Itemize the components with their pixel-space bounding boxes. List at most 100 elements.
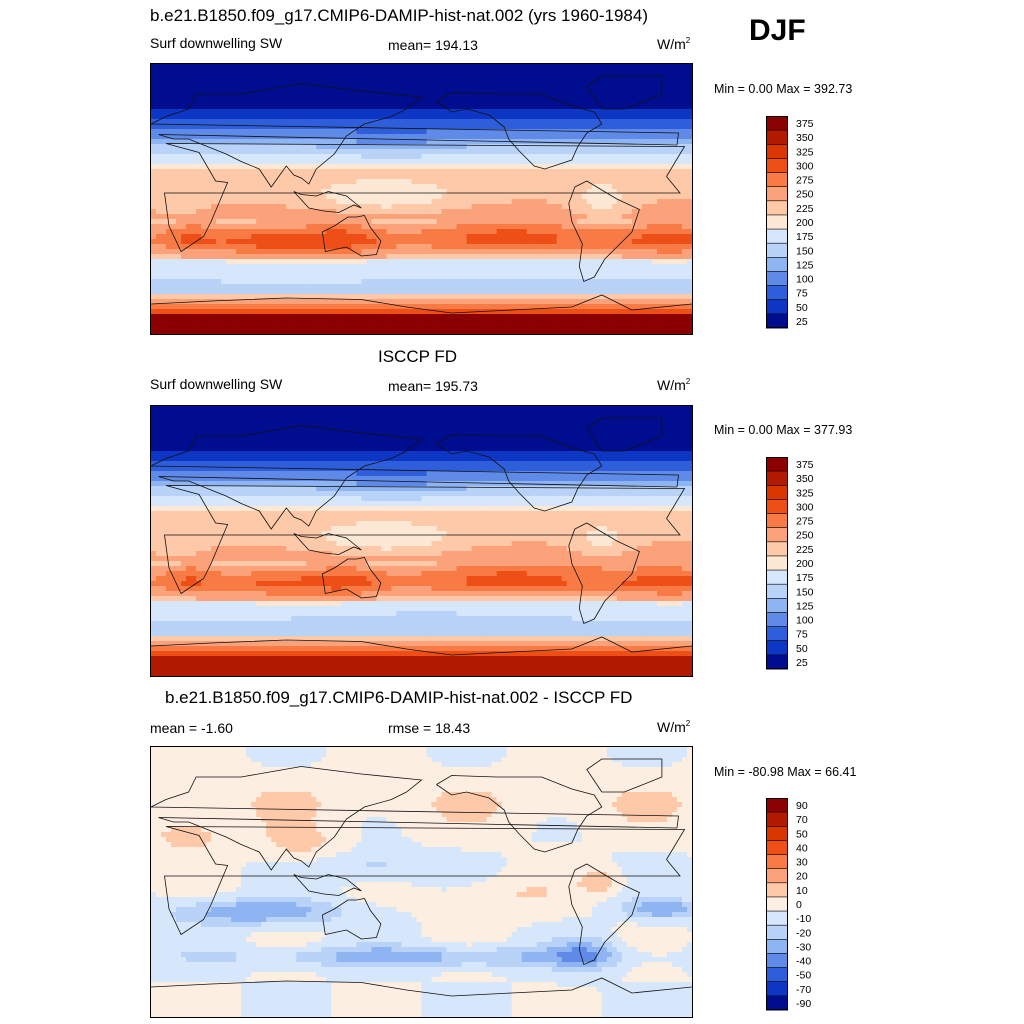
contour-cell [361, 109, 367, 115]
contour-cell [216, 69, 222, 75]
contour-cell [486, 144, 493, 150]
contour-cell [351, 119, 357, 125]
panel1-mean-label: mean= 194.13 [388, 37, 478, 53]
contour-cell [661, 199, 668, 205]
contour-cell [651, 114, 658, 120]
contour-cell [281, 189, 287, 195]
contour-cell [461, 284, 468, 290]
contour-cell [421, 109, 428, 115]
contour-cell [161, 169, 167, 175]
contour-cell [636, 279, 643, 285]
contour-cell [641, 184, 648, 190]
contour-cell [341, 139, 347, 145]
contour-cell [546, 159, 553, 165]
contour-cell [431, 129, 438, 135]
contour-cell [291, 154, 297, 160]
contour-cell [351, 164, 357, 170]
contour-cell [551, 109, 558, 115]
contour-cell [196, 229, 202, 235]
contour-cell [596, 209, 603, 215]
contour-cell [446, 134, 453, 140]
contour-cell [201, 174, 207, 180]
contour-cell [576, 274, 583, 280]
contour-cell [171, 129, 177, 135]
contour-cell [236, 214, 242, 220]
contour-cell [416, 179, 423, 185]
contour-cell [201, 194, 207, 200]
contour-cell [506, 124, 513, 130]
contour-cell [576, 159, 583, 165]
contour-cell [361, 179, 367, 185]
contour-cell [386, 64, 393, 70]
contour-cell [386, 69, 393, 75]
contour-cell [561, 174, 568, 180]
contour-cell [686, 244, 692, 250]
contour-cell [411, 194, 418, 200]
contour-cell [486, 249, 493, 255]
contour-cell [601, 204, 608, 210]
contour-cell [521, 274, 528, 280]
contour-cell [166, 204, 172, 210]
contour-cell [351, 124, 357, 130]
contour-cell [581, 259, 588, 265]
contour-cell [181, 214, 187, 220]
contour-cell [191, 164, 197, 170]
contour-cell [281, 284, 287, 290]
contour-cell [221, 159, 227, 165]
contour-cell [641, 289, 648, 295]
contour-cell [426, 264, 433, 270]
contour-cell [506, 89, 513, 95]
contour-cell [156, 274, 162, 280]
contour-cell [256, 289, 262, 295]
contour-cell [366, 179, 373, 185]
contour-cell [246, 284, 252, 290]
contour-cell [281, 174, 287, 180]
contour-cell [546, 164, 553, 170]
contour-cell [471, 179, 478, 185]
contour-cell [526, 239, 533, 245]
contour-cell [621, 289, 628, 295]
contour-cell [451, 199, 458, 205]
contour-cell [661, 74, 668, 80]
contour-cell [601, 74, 608, 80]
contour-cell [496, 179, 503, 185]
contour-cell [156, 149, 162, 155]
contour-cell [231, 259, 237, 265]
contour-cell [201, 124, 207, 130]
contour-cell [356, 164, 362, 170]
contour-cell [631, 64, 638, 70]
contour-cell [601, 159, 608, 165]
contour-cell [556, 254, 563, 260]
contour-cell [361, 259, 367, 265]
contour-cell [346, 99, 352, 105]
contour-cell [321, 119, 327, 125]
contour-cell [426, 134, 433, 140]
contour-cell [181, 234, 187, 240]
contour-cell [476, 184, 483, 190]
contour-cell [301, 239, 307, 245]
contour-cell [196, 94, 202, 100]
contour-cell [516, 234, 523, 240]
contour-cell [361, 169, 367, 175]
contour-cell [671, 64, 678, 70]
contour-cell [256, 224, 262, 230]
contour-cell [336, 109, 342, 115]
contour-cell [601, 114, 608, 120]
contour-cell [561, 199, 568, 205]
contour-cell [431, 184, 438, 190]
contour-cell [416, 74, 423, 80]
contour-cell [491, 74, 498, 80]
contour-cell [201, 209, 207, 215]
contour-cell [571, 234, 578, 240]
contour-cell [186, 234, 192, 240]
contour-cell [191, 159, 197, 165]
contour-cell [521, 114, 528, 120]
contour-cell [611, 254, 618, 260]
contour-cell [581, 149, 588, 155]
contour-cell [416, 244, 423, 250]
contour-cell [521, 234, 528, 240]
contour-cell [301, 244, 307, 250]
contour-cell [506, 199, 513, 205]
contour-cell [236, 64, 242, 70]
contour-cell [301, 229, 307, 235]
